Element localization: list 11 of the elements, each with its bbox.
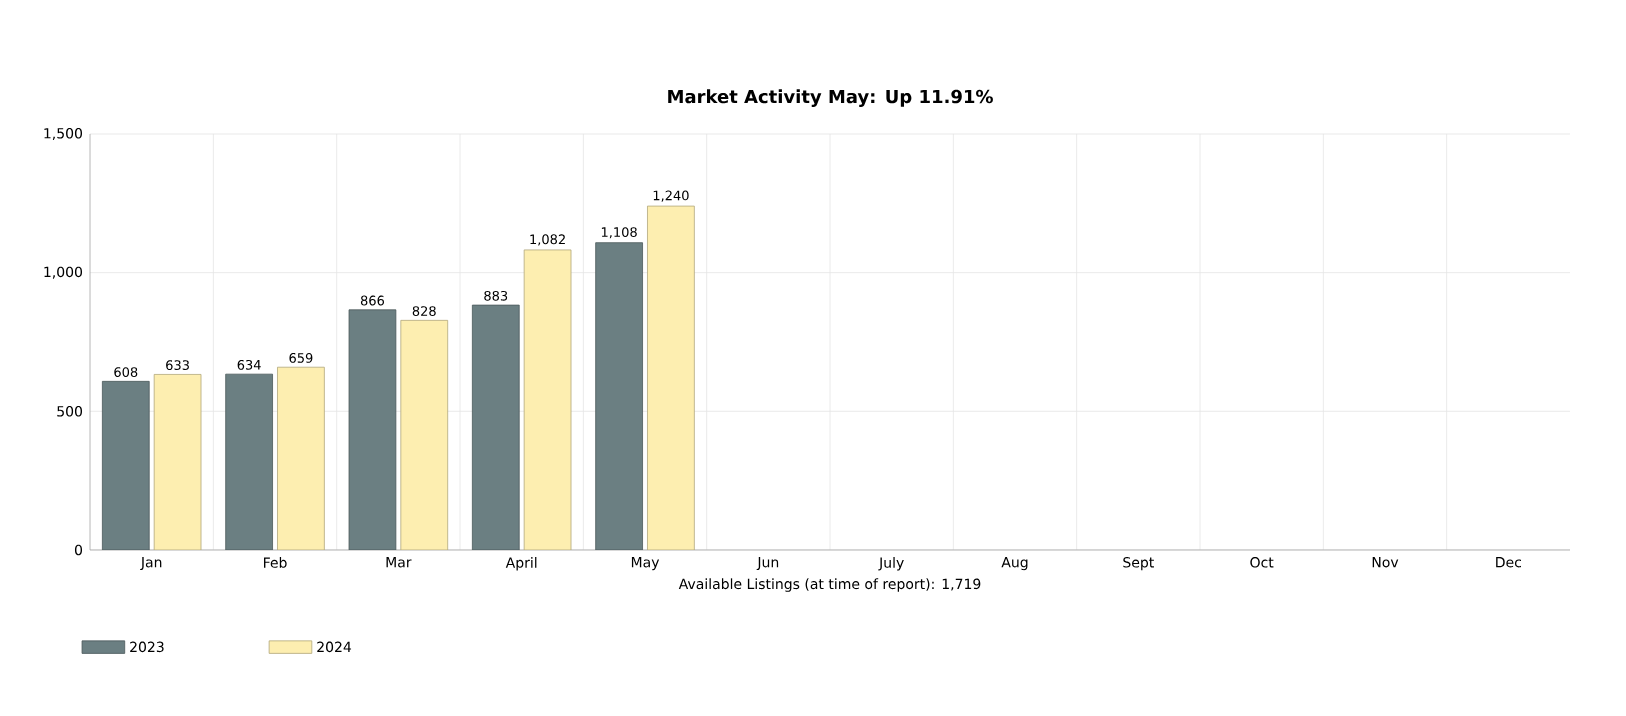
bar (400, 319, 449, 550)
bar (647, 205, 695, 550)
bar (101, 380, 150, 550)
bar (153, 374, 202, 550)
bar (348, 309, 397, 550)
bar (523, 249, 572, 550)
bar (471, 304, 520, 550)
bar (277, 366, 325, 550)
chart-title: Market Activity May: Up 11.91% (668, 89, 993, 107)
bar (595, 242, 643, 550)
bar (225, 373, 273, 550)
